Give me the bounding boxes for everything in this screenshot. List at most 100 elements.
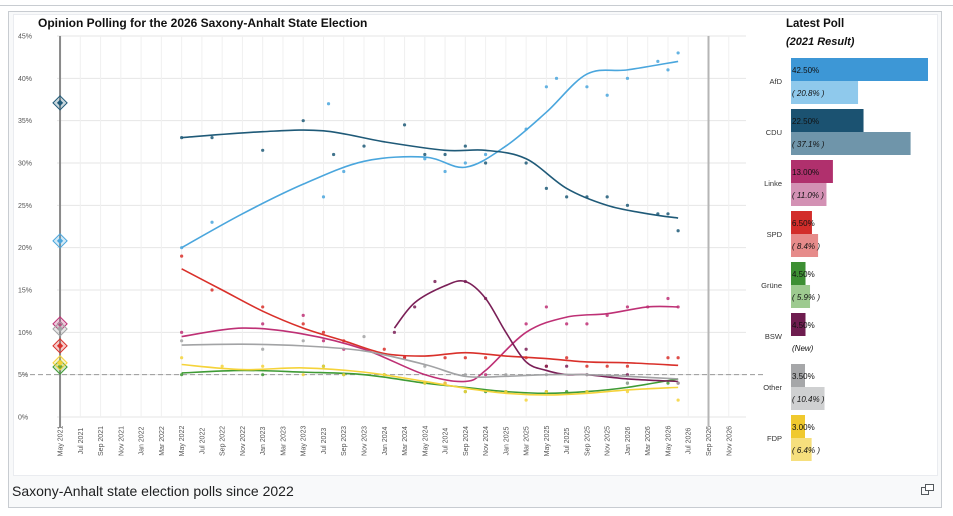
x-tick-label: Mar 2024	[402, 426, 409, 456]
x-tick-label: Jan 2022	[139, 426, 146, 455]
poll-point-other	[676, 381, 680, 385]
poll-point-bsw	[392, 330, 397, 334]
x-tick-label: Nov 2021	[118, 426, 125, 456]
poll-point-other	[301, 339, 305, 343]
y-tick-label: 10%	[18, 330, 32, 337]
x-tick-label: Jan 2023	[260, 426, 267, 455]
poll-point-afd	[342, 169, 346, 174]
poll-point-linke	[321, 339, 326, 343]
latest-poll-bars: AfD 42.50% ( 20.8% ) CDU 22.50% ( 37.1% ) Link…	[761, 58, 928, 461]
result-bar-fdp	[791, 438, 812, 461]
poll-point-afd	[554, 76, 559, 80]
poll-point-spd	[301, 322, 305, 326]
x-tick-label: Jul 2024	[443, 428, 450, 455]
poll-point-cdu	[625, 203, 630, 207]
latest-bar-grne	[791, 262, 806, 285]
poll-point-linke	[625, 305, 630, 309]
poll-point-spd	[676, 356, 680, 360]
poll-point-linke	[666, 296, 670, 301]
x-tick-label: May 2022	[179, 426, 186, 457]
x-tick-label: Jul 2025	[564, 428, 571, 455]
plot-area: 0% 5% 10% 15% 20% 25% 30% 35% 40% 45% May 2021 Jul …	[18, 34, 766, 457]
poll-point-fdp	[342, 373, 346, 377]
result-bar-grne	[791, 285, 811, 308]
latest-bar-linke	[791, 160, 833, 183]
poll-point-fdp	[524, 398, 528, 402]
party-label-bsw: BSW	[765, 332, 783, 341]
x-tick-label: Nov 2022	[240, 426, 247, 456]
result-value-linke: ( 11.0% )	[792, 191, 824, 200]
poll-point-cdu	[210, 136, 214, 140]
x-tick-label: Sep 2022	[220, 426, 227, 456]
result-value-other: ( 10.4% )	[792, 395, 825, 404]
x-tick-label: Jan 2025	[503, 426, 510, 455]
latest-bar-fdp	[791, 415, 805, 438]
enlarge-icon[interactable]	[921, 484, 934, 495]
poll-point-cdu	[362, 144, 366, 148]
party-label-grne: Grüne	[761, 281, 782, 290]
x-tick-label: Sep 2024	[463, 426, 470, 456]
result-value-afd: ( 20.8% )	[792, 89, 825, 98]
x-tick-label: Nov 2024	[483, 426, 490, 456]
poll-point-spd	[585, 364, 589, 368]
latest-value-other: 3.50%	[792, 372, 815, 381]
poll-point-afd	[326, 102, 331, 106]
latest-value-afd: 42.50%	[792, 66, 819, 75]
y-tick-label: 0%	[18, 415, 28, 422]
y-tick-label: 30%	[18, 161, 32, 168]
result-value-grne: ( 5.9% )	[792, 293, 820, 302]
poll-point-cdu	[423, 152, 427, 157]
x-tick-label: May 2026	[665, 426, 672, 457]
poll-point-linke	[524, 322, 528, 326]
poll-point-linke	[180, 330, 184, 334]
poll-point-afd	[321, 195, 326, 199]
poll-point-cdu	[666, 212, 670, 216]
poll-point-linke	[585, 322, 589, 326]
poll-point-cdu	[483, 161, 488, 165]
result-value-fdp: ( 6.4% )	[792, 446, 820, 455]
x-tick-label: Jul 2021	[78, 428, 85, 455]
result-bar-other	[791, 387, 825, 410]
poll-point-cdu	[332, 152, 336, 157]
poll-point-afd	[656, 59, 660, 64]
poll-point-spd	[565, 356, 569, 360]
poll-point-fdp	[504, 390, 508, 394]
poll-point-fdp	[301, 373, 305, 377]
poll-point-fdp	[220, 364, 224, 368]
trend-line-bsw	[393, 280, 679, 383]
poll-point-cdu	[605, 195, 609, 199]
y-tick-label: 20%	[18, 245, 32, 252]
trend-line-cdu	[181, 129, 679, 219]
party-label-spd: SPD	[767, 230, 783, 239]
poll-point-bsw	[565, 364, 569, 368]
poll-point-grne	[180, 373, 184, 377]
poll-point-linke	[483, 373, 488, 377]
latest-value-linke: 13.00%	[792, 168, 819, 177]
poll-point-afd	[585, 85, 589, 89]
party-label-fdp: FDP	[767, 434, 782, 443]
x-tick-label: Sep 2021	[98, 426, 105, 456]
poll-point-afd	[443, 169, 447, 174]
poll-point-fdp	[463, 390, 467, 394]
figure-image	[13, 14, 938, 476]
figure-caption: Saxony-Anhalt state election polls since…	[12, 483, 294, 499]
poll-point-afd	[483, 152, 488, 157]
y-tick-label: 25%	[18, 203, 32, 210]
latest-bar-bsw	[791, 313, 806, 336]
party-label-afd: AfD	[769, 77, 782, 86]
x-tick-label: Jul 2026	[686, 428, 693, 455]
poll-point-fdp	[585, 390, 589, 394]
y-tick-label: 40%	[18, 76, 32, 83]
poll-point-cdu	[544, 186, 548, 190]
poll-point-cdu	[463, 144, 467, 148]
result-value-bsw: (New)	[792, 344, 814, 353]
latest-value-cdu: 22.50%	[792, 117, 819, 126]
poll-point-spd	[382, 347, 386, 351]
x-tick-label: May 2025	[544, 426, 551, 457]
poll-point-fdp	[544, 390, 548, 394]
latest-bar-spd	[791, 211, 812, 234]
poll-point-spd	[463, 356, 467, 360]
poll-point-other	[180, 339, 184, 343]
poll-point-cdu	[402, 123, 407, 127]
